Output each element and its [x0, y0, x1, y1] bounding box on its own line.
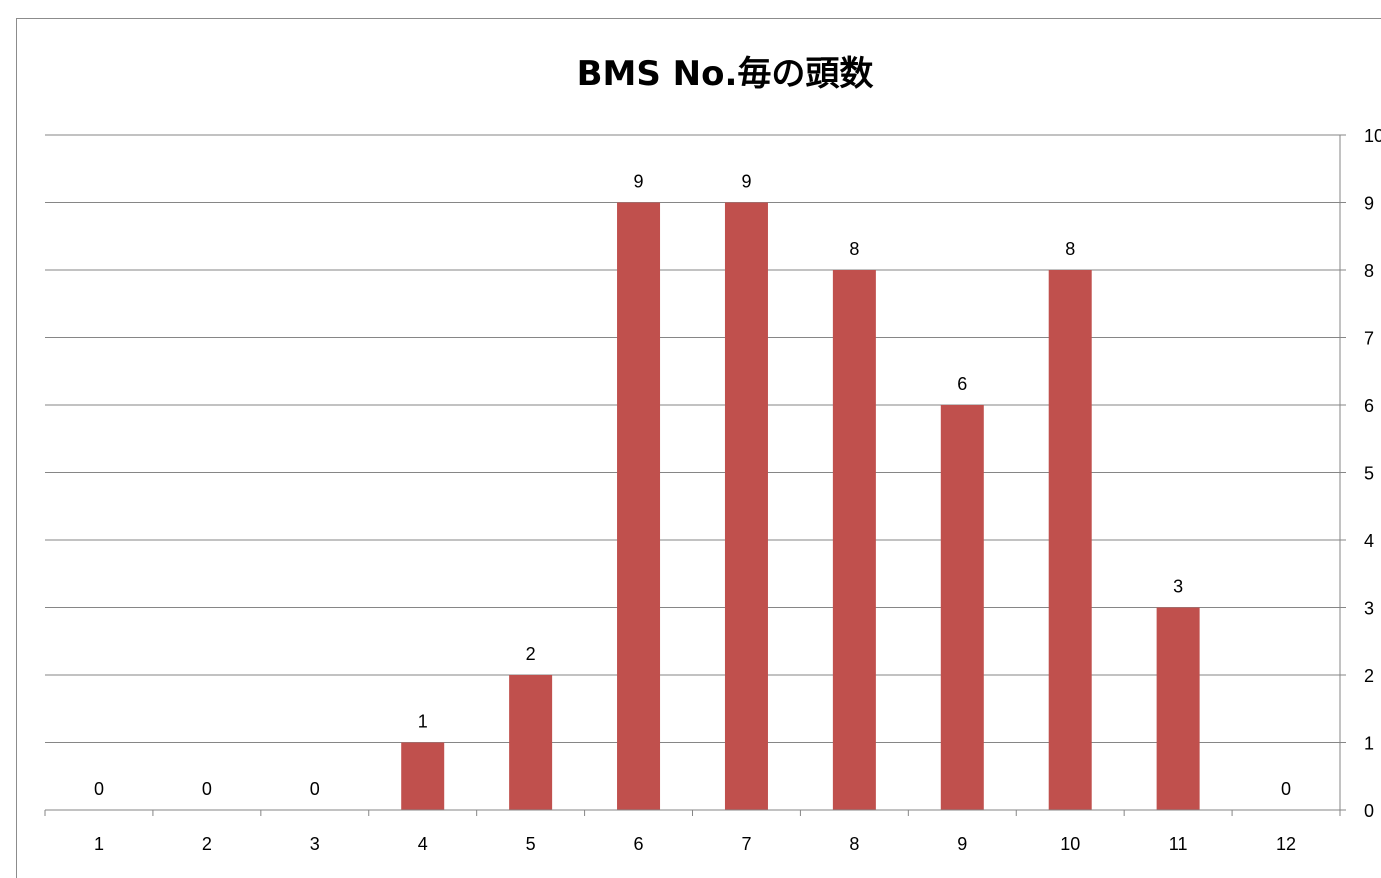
- y-tick-label: 4: [1364, 531, 1374, 551]
- data-label: 0: [94, 779, 104, 799]
- gridlines: [45, 134, 1340, 743]
- x-tick-label: 9: [957, 834, 967, 854]
- x-axis-tick-labels: 1 2 3 4 5 6 7 8 9 10 11 12: [94, 834, 1296, 854]
- y-tick-label: 1: [1364, 734, 1374, 754]
- x-tick-label: 7: [741, 834, 751, 854]
- chart-title: BMS No.毎の頭数: [576, 54, 874, 94]
- x-tick-label: 8: [849, 834, 859, 854]
- x-tick-label: 4: [418, 834, 428, 854]
- data-label: 9: [741, 172, 751, 192]
- data-labels: 0 0 0 1 2 9 9 8 6 8 3 0: [94, 172, 1291, 800]
- x-tick-label: 1: [94, 834, 104, 854]
- y-tick-label: 3: [1364, 599, 1374, 619]
- bar-9: [940, 405, 984, 810]
- data-label: 9: [634, 172, 644, 192]
- data-label: 8: [1065, 239, 1075, 259]
- data-label: 3: [1173, 577, 1183, 597]
- data-label: 0: [1281, 779, 1291, 799]
- x-tick-label: 11: [1169, 834, 1188, 854]
- bar-4: [401, 742, 445, 810]
- bar-10: [1048, 270, 1092, 810]
- bar-8: [832, 270, 876, 810]
- data-label: 8: [849, 239, 859, 259]
- y-axis-tick-labels: 0 1 2 3 4 5 6 7 8 9 10: [1364, 126, 1381, 821]
- bar-11: [1156, 607, 1200, 810]
- y-tick-label: 7: [1364, 329, 1374, 349]
- y-tick-label: 8: [1364, 261, 1374, 281]
- chart-frame: [16, 18, 1381, 878]
- bars: [401, 202, 1200, 810]
- x-tick-label: 6: [634, 834, 644, 854]
- data-label: 0: [310, 779, 320, 799]
- data-label: 0: [202, 779, 212, 799]
- x-axis: [44, 134, 1346, 816]
- x-tick-label: 10: [1060, 834, 1080, 854]
- data-label: 2: [526, 644, 536, 664]
- y-tick-label: 0: [1364, 801, 1374, 821]
- y-tick-label: 5: [1364, 464, 1374, 484]
- data-label: 6: [957, 374, 967, 394]
- bar-5: [509, 675, 553, 810]
- y-tick-label: 2: [1364, 666, 1374, 686]
- data-label: 1: [418, 712, 428, 732]
- x-tick-label: 3: [310, 834, 320, 854]
- y-tick-label: 6: [1364, 396, 1374, 416]
- x-tick-label: 2: [202, 834, 212, 854]
- bar-7: [724, 202, 768, 810]
- y-tick-label: 9: [1364, 194, 1374, 214]
- x-tick-label: 12: [1276, 834, 1296, 854]
- x-tick-label: 5: [526, 834, 536, 854]
- bar-6: [617, 202, 661, 810]
- y-tick-label: 10: [1364, 126, 1381, 146]
